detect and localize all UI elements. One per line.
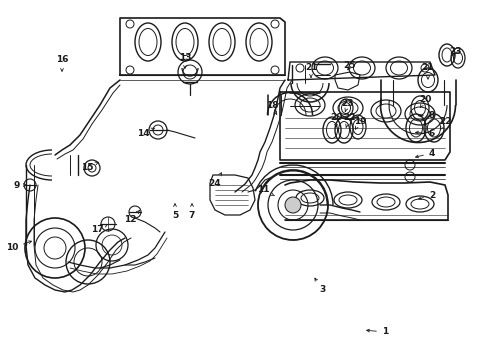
Text: 15: 15 bbox=[81, 162, 99, 171]
Text: 18: 18 bbox=[265, 100, 278, 115]
Circle shape bbox=[285, 197, 301, 213]
Text: 23: 23 bbox=[341, 99, 353, 112]
Text: 10: 10 bbox=[6, 241, 31, 252]
Text: 3: 3 bbox=[314, 278, 325, 294]
Text: 8: 8 bbox=[418, 111, 434, 120]
Text: 2: 2 bbox=[418, 190, 434, 199]
Text: 21: 21 bbox=[421, 63, 433, 79]
Text: 17: 17 bbox=[90, 224, 107, 234]
Text: 7: 7 bbox=[188, 204, 195, 220]
Text: 12: 12 bbox=[123, 211, 139, 225]
Text: 23: 23 bbox=[449, 48, 461, 57]
Text: 16: 16 bbox=[56, 55, 68, 71]
Text: 22: 22 bbox=[438, 117, 450, 130]
Text: 24: 24 bbox=[208, 173, 221, 188]
Text: 4: 4 bbox=[415, 148, 434, 158]
Text: 21: 21 bbox=[304, 63, 317, 77]
Text: 22: 22 bbox=[342, 113, 354, 128]
Text: 14: 14 bbox=[137, 128, 154, 138]
Text: 5: 5 bbox=[171, 204, 178, 220]
Text: 11: 11 bbox=[256, 185, 274, 196]
Text: 20: 20 bbox=[418, 95, 430, 107]
Text: 6: 6 bbox=[415, 130, 434, 139]
Text: 20: 20 bbox=[329, 113, 342, 127]
Text: 13: 13 bbox=[179, 53, 191, 68]
Text: 19: 19 bbox=[353, 117, 366, 129]
Text: 1: 1 bbox=[366, 328, 387, 337]
Text: 9: 9 bbox=[14, 180, 26, 189]
Text: 25: 25 bbox=[343, 62, 356, 71]
